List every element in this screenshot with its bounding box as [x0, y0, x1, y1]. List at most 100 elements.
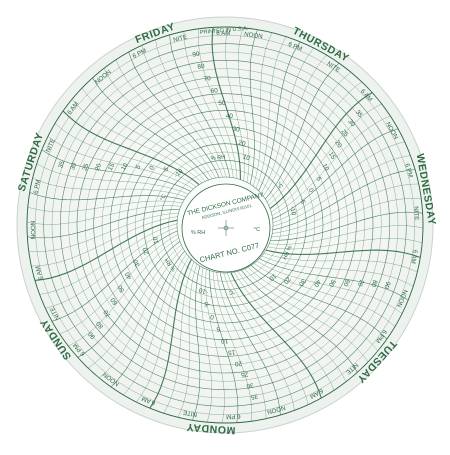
temp-scale-value: 35 [354, 109, 364, 119]
temp-scale-value: 5 [135, 163, 143, 170]
time-line [267, 71, 351, 203]
temp-scale-value: 15 [107, 162, 117, 172]
hub-temp-label: °C [254, 227, 260, 233]
day-divider-line [265, 249, 421, 259]
time-line [227, 272, 309, 405]
temp-unit-label: °C [160, 194, 168, 202]
temp-scale-value: 30 [69, 162, 78, 172]
rh-scale-value: 80 [197, 63, 206, 71]
grid-circle [93, 93, 357, 357]
time-line [268, 81, 362, 206]
temp-scale-value: 10 [320, 163, 330, 173]
time-line [200, 267, 212, 423]
temp-unit-label: °C [229, 288, 236, 295]
rh-scale-value: 60 [341, 278, 351, 288]
temp-scale-value: 20 [234, 359, 242, 367]
time-line [177, 263, 198, 418]
time-line [260, 47, 314, 194]
grid-circle [143, 143, 307, 307]
day-divider-line [62, 110, 200, 186]
rh-scale-value: 30 [297, 277, 307, 287]
time-line [272, 128, 399, 220]
time-line [272, 141, 405, 223]
time-line [115, 59, 216, 178]
time-line [77, 241, 181, 358]
hour-label: 6 AM [34, 265, 44, 280]
grid-circle [51, 51, 399, 399]
time-line [219, 272, 281, 416]
grid-circle [110, 110, 340, 340]
temp-scale-value: -10 [288, 206, 297, 217]
time-line [238, 27, 250, 183]
rh-scale-value: 30 [232, 126, 240, 134]
day-divider-line [230, 272, 322, 399]
rh-scale-value: 40 [226, 113, 234, 120]
grid-circle [118, 118, 332, 332]
rh-unit-label: % RH [210, 155, 225, 162]
rh-scale-value: 20 [142, 246, 151, 255]
time-line [244, 268, 369, 362]
time-line [265, 62, 340, 200]
temp-scale-value: 20 [94, 162, 104, 172]
time-line [128, 51, 220, 178]
rh-scale-value: 20 [282, 275, 292, 285]
rh-scale-value: 40 [124, 270, 134, 280]
rh-scale-value: 10 [152, 235, 160, 244]
time-line [26, 205, 181, 225]
time-line [225, 26, 245, 181]
day-divider-line [34, 219, 178, 281]
hour-label: NITE [183, 409, 198, 418]
time-line [51, 230, 178, 322]
time-line [110, 250, 185, 388]
grid-circle [151, 151, 299, 299]
temp-scale-value: -5 [161, 165, 170, 174]
temp-scale-value: 35 [57, 160, 66, 170]
time-line [55, 123, 197, 187]
temp-scale-value: 5 [216, 325, 220, 332]
time-line [272, 155, 411, 227]
time-line [59, 234, 178, 335]
grid-circle [43, 43, 407, 407]
time-line [71, 99, 203, 183]
rh-scale-value: 90 [382, 280, 391, 290]
time-line [253, 263, 395, 327]
hour-label: NITE [412, 206, 420, 221]
time-line [205, 269, 225, 424]
rh-scale-value: 60 [109, 296, 119, 306]
rh-scale-value: 80 [369, 279, 378, 289]
time-line [136, 256, 190, 403]
temp-scale-value: 25 [81, 162, 90, 172]
time-line [27, 200, 183, 212]
center-hub: THE DICKSON COMPANY ADDISON, ILLINOIS 60… [181, 183, 271, 273]
time-line [36, 163, 189, 195]
grid-circle [68, 68, 382, 382]
rh-scale-value: 80 [95, 320, 105, 330]
time-line [271, 103, 382, 213]
time-line [28, 212, 179, 252]
hour-label: NOON [266, 404, 286, 416]
rh-scale-value: 90 [192, 51, 201, 59]
rh-scale-value: 90 [87, 330, 97, 340]
day-divider-line [211, 27, 241, 180]
rh-unit-label: % RH [281, 244, 292, 260]
temp-scale-value: -10 [173, 168, 185, 180]
time-line [103, 68, 213, 179]
day-label-monday: MONDAY [186, 421, 236, 436]
temp-scale-value: 0 [210, 313, 215, 320]
temp-scale-value: 0 [307, 187, 315, 193]
time-line [263, 55, 327, 197]
grid-circle [168, 168, 282, 282]
temp-scale-value: -5 [298, 197, 306, 205]
rh-scale-value: 20 [238, 139, 247, 147]
time-line [31, 216, 178, 267]
time-line [237, 271, 347, 382]
time-line [270, 211, 423, 241]
rh-scale-value: 10 [267, 272, 277, 282]
time-line [27, 209, 180, 239]
rh-scale-value: 50 [116, 283, 126, 293]
time-line [123, 253, 187, 395]
time-line [259, 258, 409, 301]
time-line [216, 272, 267, 419]
